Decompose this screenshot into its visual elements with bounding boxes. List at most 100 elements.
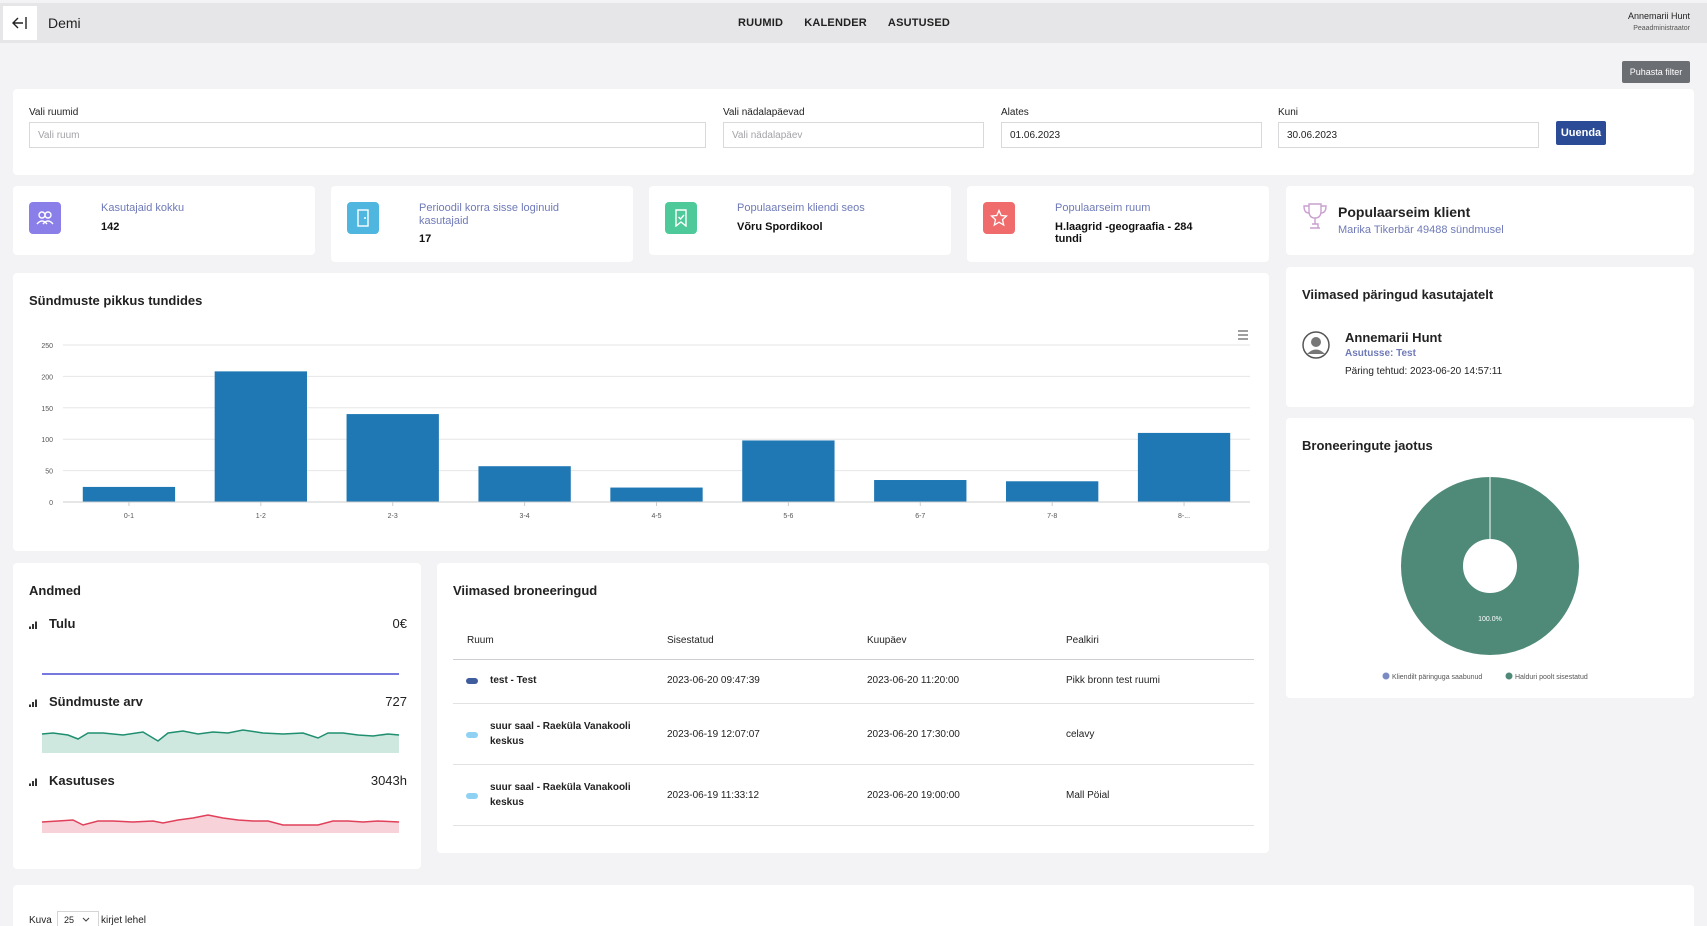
door-icon	[347, 202, 379, 234]
cell-date: 2023-06-20 17:30:00	[867, 729, 960, 740]
rooms-select[interactable]: Vali ruum	[29, 122, 706, 148]
events-length-chart-card: Sündmuste pikkus tundides 0 50 100 150 200 25…	[13, 273, 1269, 551]
users-icon	[29, 202, 61, 234]
stat-card-client-relation: Populaarseim kliendi seos Võru Spordikoo…	[649, 186, 951, 255]
nav-item-asutused[interactable]: ASUTUSED	[887, 17, 951, 29]
main-nav: RUUMID KALENDER ASUTUSED	[738, 17, 950, 29]
bars-icon	[29, 626, 31, 629]
mini-charts	[29, 621, 400, 833]
bars-icon	[35, 778, 37, 786]
user-menu[interactable]: Annemarii Hunt Peaadministraator	[1628, 11, 1690, 32]
cell-title: Mall Pöial	[1066, 790, 1110, 801]
recent-bookings-title: Viimased broneeringud	[453, 583, 598, 598]
nav-item-kalender[interactable]: KALENDER	[804, 17, 867, 29]
x-tick-label: 3-4	[520, 513, 530, 520]
income-value: 0€	[392, 616, 407, 631]
cell-date: 2023-06-20 19:00:00	[867, 790, 960, 801]
renew-button[interactable]: Uuenda	[1556, 121, 1606, 145]
data-summary-title: Andmed	[29, 583, 81, 598]
cell-date: 2023-06-20 11:20:00	[867, 675, 960, 686]
nav-item-ruumid[interactable]: RUUMID	[738, 17, 784, 29]
bar-chart: 0 50 100 150 200 250 0-1 1-2 2-3 3-4 4-5 5-6 6-7 7-8 8…	[41, 343, 1250, 520]
popular-client-value: Marika Tikerbär 49488 sündmusel	[1338, 224, 1504, 236]
bar	[478, 466, 571, 502]
bars-icon	[35, 621, 37, 629]
bars-icon	[32, 781, 34, 786]
stat-label: Perioodil korra sisse loginuid kasutajai…	[419, 202, 560, 227]
bar	[1137, 432, 1231, 502]
y-tick-label: 250	[41, 343, 53, 350]
request-user-name: Annemarii Hunt	[1345, 330, 1442, 345]
user-name: Annemarii Hunt	[1627, 11, 1690, 21]
cell-room: suur saal - Raeküla Vanakooli keskus	[490, 721, 631, 747]
bar	[742, 440, 835, 502]
page-size-select[interactable]: 25	[57, 911, 99, 926]
stat-card-users: Kasutajaid kokku 142	[13, 186, 315, 255]
stat-value: 142	[101, 221, 120, 233]
bar	[214, 371, 307, 502]
x-tick-label: 4-5	[651, 513, 661, 520]
stat-label: Populaarseim ruum	[1055, 202, 1151, 214]
legend-entry: Halduri poolt sisestatud	[1515, 674, 1588, 681]
stat-value: Võru Spordikool	[737, 221, 823, 233]
events-count-label: Sündmuste arv	[49, 694, 143, 709]
x-tick-label: 2-3	[388, 513, 398, 520]
clear-filter-button[interactable]: Puhasta filter	[1622, 61, 1690, 83]
bars-icon	[29, 783, 31, 786]
stat-value: 17	[419, 233, 432, 245]
request-time: Päring tehtud: 2023-06-20 14:57:11	[1345, 366, 1503, 377]
y-tick-label: 200	[41, 374, 53, 381]
bars-icon	[35, 699, 37, 707]
request-org: Asutusse: Test	[1345, 348, 1416, 359]
slice-label: 100.0%	[1478, 616, 1502, 623]
cell-room: test - Test	[490, 675, 537, 686]
hamburger-menu-icon[interactable]	[1237, 330, 1249, 340]
popular-client-card: Populaarseim klient Marika Tikerbär 4948…	[1286, 186, 1694, 255]
stat-card-logins: Perioodil korra sisse loginuid kasutajai…	[331, 186, 633, 262]
bookmark-icon	[665, 202, 697, 234]
top-bar: Demi RUUMID KALENDER ASUTUSED Annemarii …	[0, 3, 1707, 43]
to-label: Kuni	[1278, 107, 1299, 118]
page-size-label: Kuva	[29, 915, 52, 926]
column-header-date[interactable]: Kuupäev	[867, 635, 907, 646]
pagination-bar: Kuva 25 kirjet lehel	[13, 885, 1694, 926]
usage-sparkline	[41, 814, 400, 826]
column-header-room[interactable]: Ruum	[467, 635, 494, 646]
events-count-value: 727	[385, 694, 407, 709]
x-tick-label: 5-6	[783, 513, 793, 520]
legend-marker	[1505, 672, 1513, 680]
y-tick-label: 0	[49, 500, 53, 507]
x-tick-label: 1-2	[256, 513, 266, 520]
to-date-input[interactable]: 30.06.2023	[1278, 122, 1539, 148]
chart-title: Sündmuste pikkus tundides	[29, 293, 203, 308]
room-color-tag	[466, 678, 478, 684]
weekdays-select[interactable]: Vali nädalapäev	[723, 122, 984, 148]
column-header-title[interactable]: Pealkiri	[1066, 635, 1099, 646]
legend-marker	[1382, 672, 1390, 680]
y-tick-label: 150	[41, 406, 53, 413]
recent-bookings-card: Viimased broneeringud Ruum Sisestatud Ku…	[437, 563, 1269, 853]
cell-entered: 2023-06-19 12:07:07	[667, 729, 760, 740]
bar	[1006, 481, 1099, 502]
rooms-label: Vali ruumid	[29, 107, 79, 118]
stat-card-popular-room: Populaarseim ruum H.laagrid -geograafia …	[967, 186, 1269, 262]
y-tick-label: 100	[41, 437, 53, 444]
room-color-tag	[466, 793, 478, 799]
back-button[interactable]	[3, 6, 37, 40]
arrow-left-icon	[12, 17, 27, 29]
pie-chart: 100.0% Kliendilt päringuga saabunud Haldur…	[1382, 477, 1588, 681]
page-size-suffix: kirjet lehel	[101, 915, 147, 926]
user-role: Peaadministraator	[1633, 25, 1690, 32]
x-tick-label: 0-1	[124, 513, 134, 520]
x-tick-label: 6-7	[915, 513, 925, 520]
recent-requests-title: Viimased päringud kasutajatelt	[1302, 287, 1494, 302]
bar	[874, 480, 967, 502]
from-date-input[interactable]: 01.06.2023	[1001, 122, 1262, 148]
star-icon	[983, 202, 1015, 234]
cell-title: Pikk bronn test ruumi	[1066, 675, 1160, 686]
y-tick-label: 50	[45, 469, 53, 476]
data-summary-card: Andmed Tulu 0€ Sündmuste arv 727 Kasutus…	[13, 563, 421, 869]
cell-title: celavy	[1066, 729, 1095, 740]
column-header-entered[interactable]: Sisestatud	[667, 635, 714, 646]
stat-label: Populaarseim kliendi seos	[737, 202, 865, 214]
